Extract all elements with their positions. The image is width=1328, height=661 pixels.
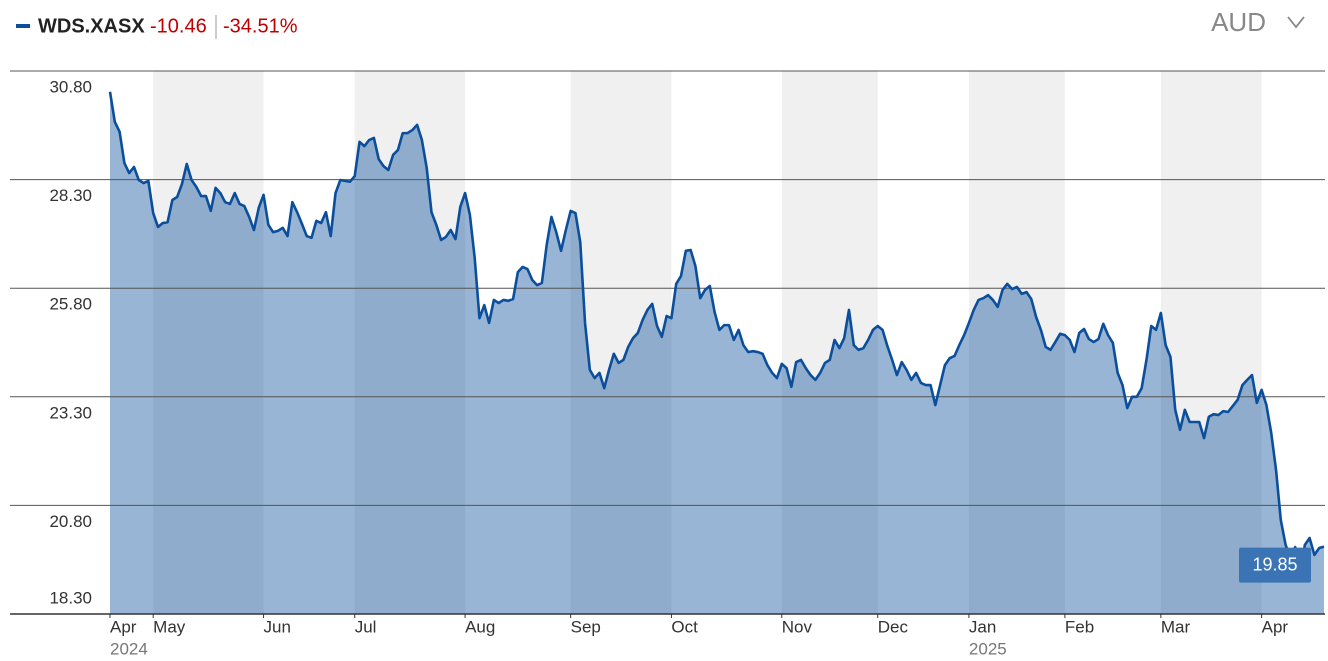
x-year-label: 2024 [110,639,148,658]
y-tick-label: 30.80 [49,77,92,96]
month-band [1160,71,1262,614]
x-tick-label: Oct [671,617,698,636]
y-tick-label: 18.30 [49,588,92,607]
x-tick-label: Nov [782,617,813,636]
value-label-box [1239,547,1311,583]
x-tick-label: Apr [1262,617,1289,636]
area-fill [110,91,1324,615]
currency[interactable]: AUD [1211,7,1266,37]
background [153,71,1262,614]
x-year-label: 2025 [969,639,1007,658]
month-band [354,71,466,614]
x-tick-label: Jun [264,617,291,636]
change-pct: -34.51% [223,15,298,37]
ticker: WDS.XASX [38,15,145,37]
dropdown-chevron[interactable] [1287,16,1305,29]
x-tick-label: Mar [1161,617,1191,636]
y-tick-label: 20.80 [49,512,92,531]
value-label: 19.85 [1252,554,1297,574]
x-tick-label: Feb [1065,617,1094,636]
month-band [781,71,878,614]
month-band [968,71,1065,614]
x-tick-label: Jan [969,617,996,636]
change: -10.46 [150,15,207,37]
y-tick-label: 28.30 [49,186,92,205]
y-tick-label: 23.30 [49,403,92,422]
x-tick-label: Apr [110,617,137,636]
price-line [108,91,1325,579]
month-band [153,71,264,614]
x-tick-label: Sep [571,617,601,636]
y-tick-label: 25.80 [49,295,92,314]
x-tick-label: May [153,617,186,636]
x-tick-label: Dec [878,617,909,636]
x-tick-label: Aug [465,617,495,636]
x-tick-label: Jul [355,617,377,636]
legend-swatch [16,24,30,28]
